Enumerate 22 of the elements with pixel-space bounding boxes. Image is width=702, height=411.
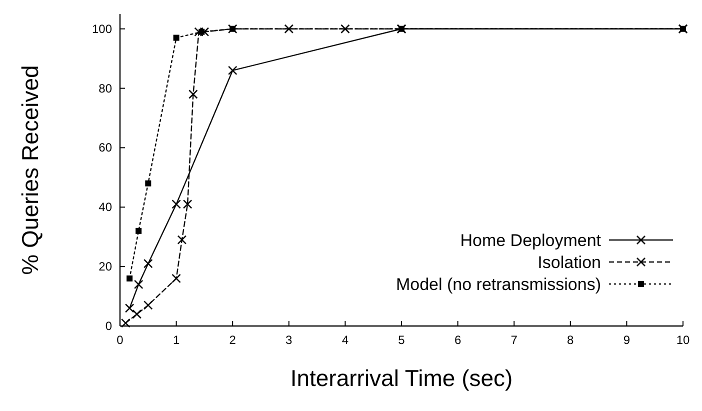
legend-label: Isolation (538, 253, 601, 272)
y-axis-title: % Queries Received (17, 65, 43, 275)
x-tick-label: 8 (567, 333, 574, 347)
y-tick-label: 100 (92, 22, 112, 36)
x-tick-label: 3 (286, 333, 293, 347)
legend-label: Home Deployment (460, 231, 602, 250)
y-tick-label: 0 (105, 319, 112, 333)
x-tick-label: 7 (510, 333, 518, 347)
x-tick-label: 6 (454, 333, 462, 347)
x-axis-title: Interarrival Time (sec) (290, 365, 513, 391)
y-tick-label: 80 (98, 81, 112, 96)
x-tick-label: 0 (116, 333, 124, 347)
x-tick-label: 4 (342, 333, 349, 347)
x-tick-label: 1 (172, 333, 180, 347)
x-tick-label: 10 (676, 333, 690, 347)
y-tick-label: 40 (98, 200, 112, 214)
y-tick-label: 20 (98, 260, 112, 274)
y-tick-label: 60 (98, 140, 112, 155)
x-tick-label: 9 (623, 333, 630, 347)
x-tick-label: 5 (398, 333, 406, 347)
legend-label: Model (no retransmissions) (396, 275, 601, 294)
x-tick-label: 2 (229, 333, 236, 347)
